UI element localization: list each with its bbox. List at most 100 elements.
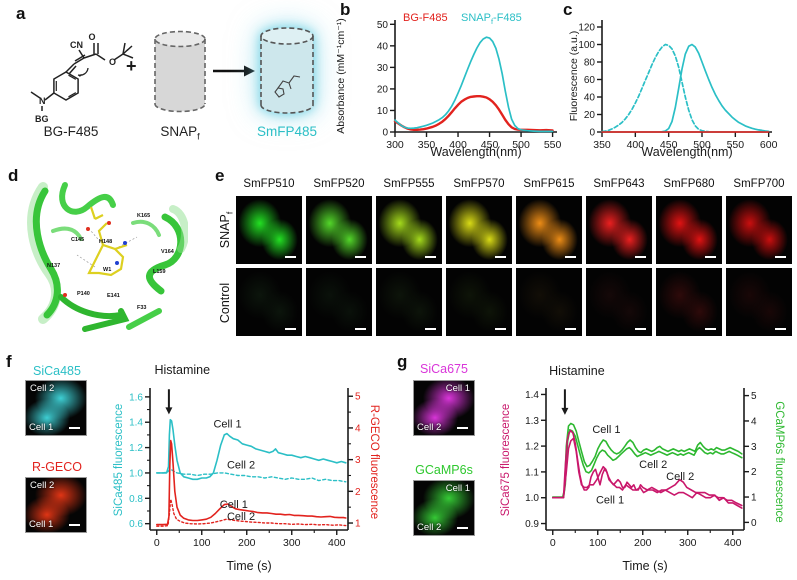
scale-bar — [565, 328, 576, 330]
residue-label: P140 — [77, 291, 90, 297]
svg-text:Cell 2: Cell 2 — [227, 460, 255, 472]
residue-label: K165 — [137, 213, 150, 219]
svg-text:Histamine: Histamine — [549, 364, 605, 378]
svg-text:1.6: 1.6 — [129, 392, 143, 403]
svg-text:0: 0 — [751, 518, 757, 529]
scale-bar — [775, 256, 786, 258]
sica485-micrograph: Cell 2 Cell 1 — [25, 380, 87, 436]
svg-text:550: 550 — [727, 139, 745, 151]
svg-text:40: 40 — [377, 41, 389, 52]
cell-label: Cell 1 — [445, 383, 470, 394]
cell-label: Cell 2 — [30, 383, 55, 394]
scale-bar — [285, 256, 296, 258]
residue-label: F33 — [137, 305, 146, 311]
svg-text:0.6: 0.6 — [129, 519, 143, 530]
absorbance-chart: 0 10 20 30 40 50 300 350 400 450 500 550 Wavelength(… — [377, 20, 562, 159]
scale-bar — [705, 256, 716, 258]
panel-d: d — [0, 162, 212, 348]
svg-text:200: 200 — [238, 537, 256, 549]
micrograph-control — [586, 268, 652, 336]
micrograph-control — [376, 268, 442, 336]
svg-text:300: 300 — [283, 537, 301, 549]
svg-text:100: 100 — [578, 40, 595, 51]
svg-text:1.2: 1.2 — [525, 442, 539, 453]
smfp485-cylinder — [260, 27, 314, 114]
scale-bar — [355, 256, 366, 258]
svg-text:500: 500 — [693, 139, 711, 151]
bg-f485-label: BG-F485 — [43, 124, 99, 139]
micrograph-snapf — [516, 196, 582, 264]
svg-text:Cell 2: Cell 2 — [227, 511, 255, 523]
svg-text:300: 300 — [386, 139, 404, 151]
residue-label: H148 — [99, 239, 112, 245]
micrograph-control — [516, 268, 582, 336]
panel-g-label: g — [397, 352, 408, 371]
bound-ligand — [274, 75, 301, 98]
svg-text:Time (s): Time (s) — [622, 559, 667, 573]
svg-text:20: 20 — [377, 84, 389, 95]
micrograph-snapf — [236, 196, 302, 264]
svg-text:5: 5 — [751, 391, 757, 402]
residue-label: E141 — [107, 293, 120, 299]
e-col-header: SmFP700 — [733, 178, 785, 190]
scale-bar — [705, 328, 716, 330]
panel-c: c Fluorescence (a.u.) 0 20 40 60 80 100 120 350… — [560, 0, 797, 162]
micrograph-control — [306, 268, 372, 336]
e-col-header: SmFP680 — [663, 178, 715, 190]
svg-text:300: 300 — [679, 537, 697, 549]
micrograph-control — [236, 268, 302, 336]
svg-text:400: 400 — [724, 537, 742, 549]
svg-text:0: 0 — [382, 128, 388, 139]
scale-bar — [355, 328, 366, 330]
reaction-arrow — [213, 65, 255, 77]
residue-label: N137 — [47, 263, 60, 269]
scale-bar — [69, 427, 80, 429]
svg-text:Wavelength(nm): Wavelength(nm) — [430, 145, 521, 159]
svg-text:Cell 2: Cell 2 — [639, 459, 667, 471]
micrograph-snapf — [446, 196, 512, 264]
panel-e-label: e — [215, 166, 225, 185]
bg-f485-structure: CN O O N BG — [30, 32, 134, 124]
svg-text:0.9: 0.9 — [525, 519, 539, 530]
fluorescence-spectra-chart: 0 20 40 60 80 100 120 350 400 450 500 550 600 Wavelen… — [578, 20, 778, 159]
svg-text:Cell 1: Cell 1 — [220, 499, 248, 511]
svg-text:40: 40 — [584, 93, 596, 104]
sica485-image-title: SiCa485 — [33, 364, 81, 378]
smfp485-label: SmFP485 — [256, 124, 318, 139]
scale-bar — [495, 256, 506, 258]
svg-text:Cell 1: Cell 1 — [596, 494, 624, 506]
sica675-micrograph: Cell 1 Cell 2 — [413, 380, 475, 436]
scale-bar — [425, 328, 436, 330]
micrograph-snapf — [306, 196, 372, 264]
atom-label-bg: BG — [35, 114, 49, 124]
scale-bar — [457, 527, 468, 529]
atom-label-o1: O — [88, 32, 95, 42]
cell-label: Cell 2 — [30, 480, 55, 491]
legend-snapf-f485: SNAPf-F485 — [461, 12, 522, 27]
e-col-header: SmFP510 — [243, 178, 295, 190]
scale-bar — [69, 524, 80, 526]
chromophore-sticks — [87, 206, 128, 277]
cell-label: Cell 2 — [417, 522, 442, 533]
svg-text:20: 20 — [584, 110, 596, 121]
svg-text:1: 1 — [355, 519, 361, 530]
micrograph-control — [656, 268, 722, 336]
cell-label: Cell 1 — [29, 519, 54, 530]
svg-text:100: 100 — [589, 537, 607, 549]
sica485-rgeco-timecourse-chart: 0.6 0.8 1.0 1.2 1.4 1.6 0 100 200 300 400 1 2 3 4 5 Time… — [129, 363, 361, 573]
residue-label: C145 — [71, 237, 84, 243]
svg-text:Histamine: Histamine — [155, 363, 211, 377]
r-geco-micrograph: Cell 2 Cell 1 — [25, 477, 87, 533]
svg-text:1.1: 1.1 — [525, 467, 539, 478]
svg-text:400: 400 — [328, 537, 346, 549]
sica675-gcamp6s-timecourse-chart: 0.9 1.0 1.1 1.2 1.3 1.4 0 100 200 300 400 0 1 2 3 4 5 Tim… — [525, 364, 757, 573]
svg-text:Time (s): Time (s) — [226, 559, 271, 573]
svg-text:Cell 1: Cell 1 — [213, 418, 241, 430]
svg-text:1.2: 1.2 — [129, 443, 143, 454]
svg-text:0.8: 0.8 — [129, 494, 143, 505]
panel-a-label: a — [16, 4, 26, 23]
micrograph-control — [446, 268, 512, 336]
svg-text:350: 350 — [593, 139, 611, 151]
scale-bar — [285, 328, 296, 330]
